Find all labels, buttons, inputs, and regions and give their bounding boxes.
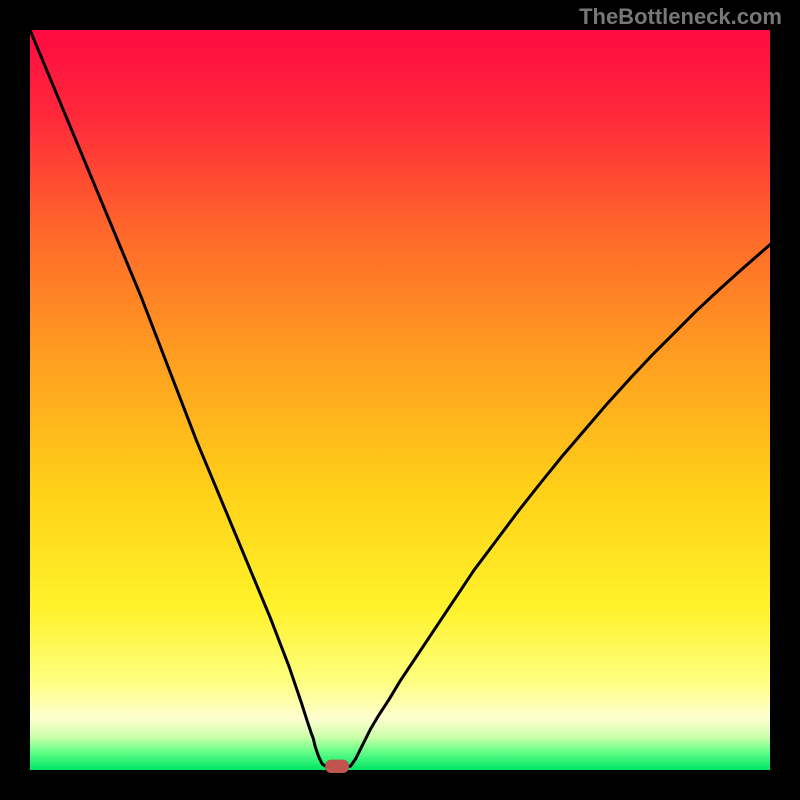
optimal-point-marker bbox=[325, 760, 349, 773]
bottleneck-chart bbox=[0, 0, 800, 800]
watermark-text: TheBottleneck.com bbox=[579, 4, 782, 30]
plot-background bbox=[30, 30, 770, 770]
